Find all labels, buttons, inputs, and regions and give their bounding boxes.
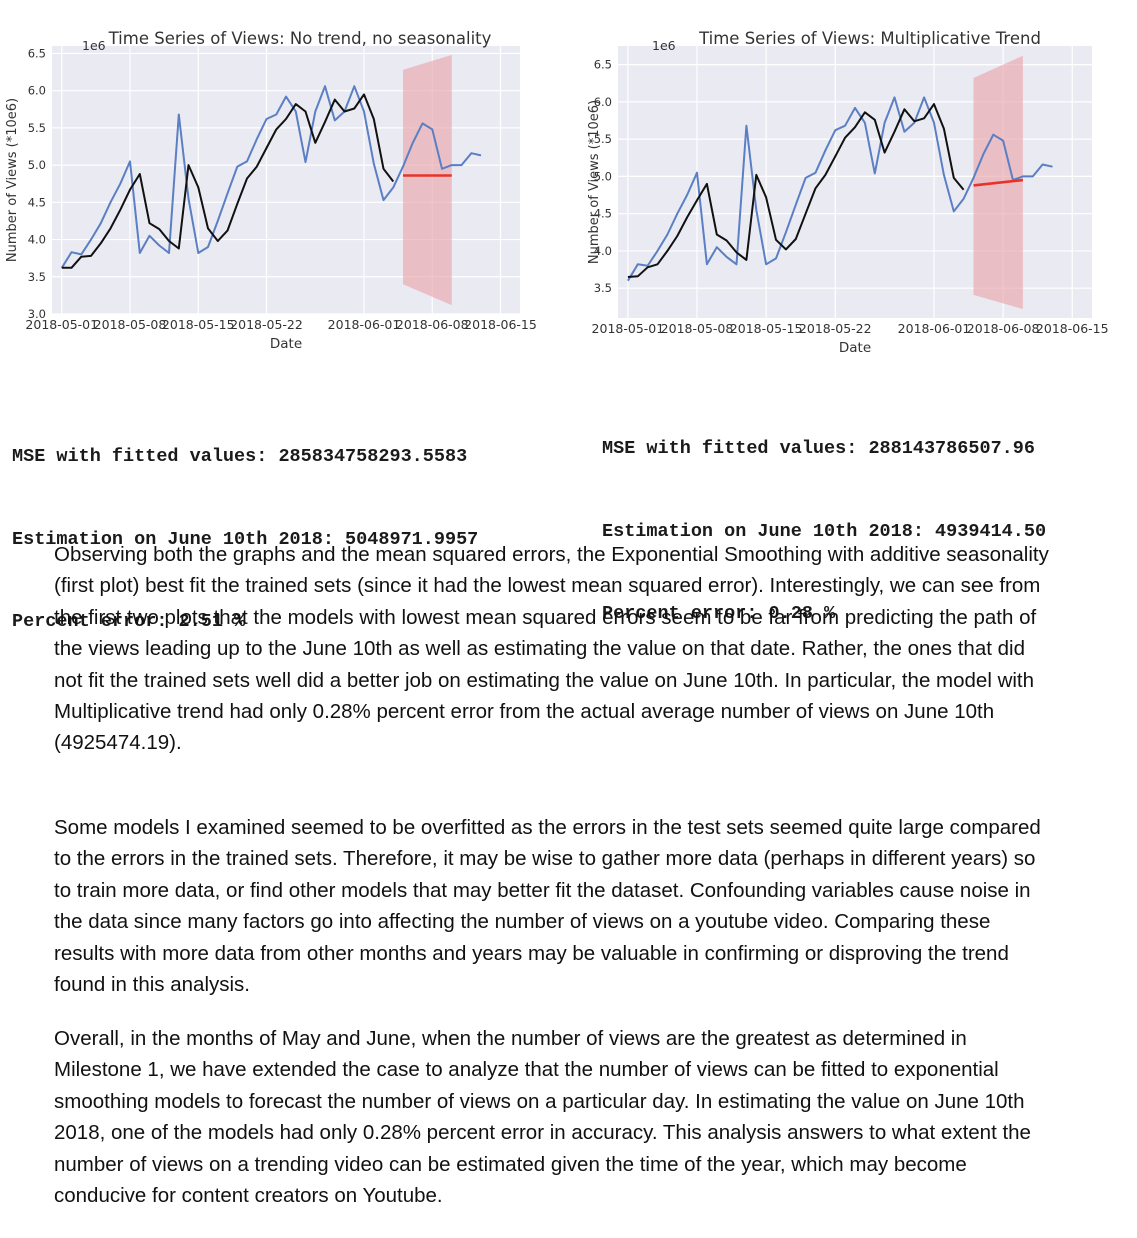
chart-no-trend-svg: 3.03.54.04.55.05.56.06.52018-05-012018-0…	[5, 29, 537, 352]
chart-multiplicative-trend: 3.5 4.0 4.5 5.0 5.5 6.0 6.5 2018-05-01 2018-05-0…	[580, 20, 1137, 370]
estimation-line: Estimation on June 10th 2018: 4939414.50	[602, 520, 1047, 542]
confidence-interval-band	[403, 54, 452, 306]
percent-error-line: Percent error: 2.51 %	[12, 611, 246, 632]
x-tick-label: 2018-05-01	[25, 317, 98, 332]
chart-title: Time Series of Views: No trend, no seaso…	[108, 29, 492, 48]
x-tick-label: 2018-05-22	[799, 321, 872, 336]
y-tick-label: 3.0	[28, 307, 46, 321]
x-axis-label: Date	[839, 340, 871, 356]
y-tick-label: 5.5	[28, 121, 46, 135]
x-tick-label: 2018-06-08	[967, 321, 1040, 336]
y-tick-label: 5.0	[594, 169, 612, 183]
x-tick-label: 2018-05-22	[230, 317, 303, 332]
results-multiplicative-trend: MSE with fitted values: 288143786507.96 …	[602, 380, 1127, 655]
y-tick-label: 3.5	[28, 270, 46, 284]
y-axis-label: Number of Views (*10e6)	[587, 100, 602, 264]
y-tick-label: 5.5	[594, 132, 612, 146]
mse-line: MSE with fitted values: 285834758293.558…	[12, 446, 468, 467]
y-tick-label: 6.5	[594, 58, 612, 72]
x-tick-label: 2018-06-01	[898, 321, 971, 336]
y-tick-label: 4.0	[594, 244, 612, 258]
x-tick-label: 2018-05-08	[94, 317, 167, 332]
x-tick-label: 2018-05-01	[592, 321, 665, 336]
y-axis-label: Number of Views (*10e6)	[5, 98, 20, 262]
y-tick-label: 6.0	[594, 95, 612, 109]
x-tick-label: 2018-06-08	[396, 317, 469, 332]
percent-error-line: Percent error: 0.28 %	[602, 603, 836, 624]
mse-line: MSE with fitted values: 288143786507.96	[602, 438, 1035, 459]
paragraph-observations: Observing both the graphs and the mean s…	[54, 543, 1049, 755]
chart-title: Time Series of Views: Multiplicative Tre…	[698, 29, 1041, 48]
chart-multiplicative-trend-svg: 3.5 4.0 4.5 5.0 5.5 6.0 6.5 2018-05-012018-05-0…	[587, 29, 1109, 356]
paragraph-conclusion: Overall, in the months of May and June, …	[54, 1027, 1031, 1208]
y-offset-label: 1e6	[82, 38, 106, 53]
x-tick-label: 2018-06-15	[1036, 321, 1109, 336]
x-tick-label: 2018-05-15	[730, 321, 803, 336]
y-offset-label: 1e6	[652, 38, 676, 53]
x-tick-label: 2018-05-08	[661, 321, 734, 336]
fitted-values-line	[61, 93, 395, 269]
x-tick-label: 2018-06-01	[328, 317, 401, 332]
y-tick-label: 4.5	[28, 195, 46, 209]
y-tick-label: 4.0	[28, 233, 46, 247]
results-no-trend: MSE with fitted values: 285834758293.558…	[12, 388, 560, 663]
y-tick-label: 3.5	[594, 281, 612, 295]
x-tick-label: 2018-06-15	[464, 317, 537, 332]
x-axis-label: Date	[270, 336, 302, 352]
y-tick-label: 5.0	[28, 158, 46, 172]
observed-views-line	[60, 85, 482, 269]
x-tick-label: 2018-05-15	[162, 317, 235, 332]
y-tick-label: 4.5	[594, 207, 612, 221]
forecast-line	[973, 178, 1024, 187]
y-tick-label: 6.5	[28, 46, 46, 60]
chart-no-trend: 3.0 3.5 4.0 4.5 5.0 5.5 6.0 6.5 2018-05-01 2018-0…	[0, 20, 560, 370]
paragraph-overfitting: Some models I examined seemed to be over…	[54, 816, 1041, 997]
fitted-values-line	[627, 103, 965, 278]
y-tick-label: 6.0	[28, 84, 46, 98]
estimation-line: Estimation on June 10th 2018: 5048971.99…	[12, 528, 479, 550]
observed-views-line	[627, 96, 1053, 282]
